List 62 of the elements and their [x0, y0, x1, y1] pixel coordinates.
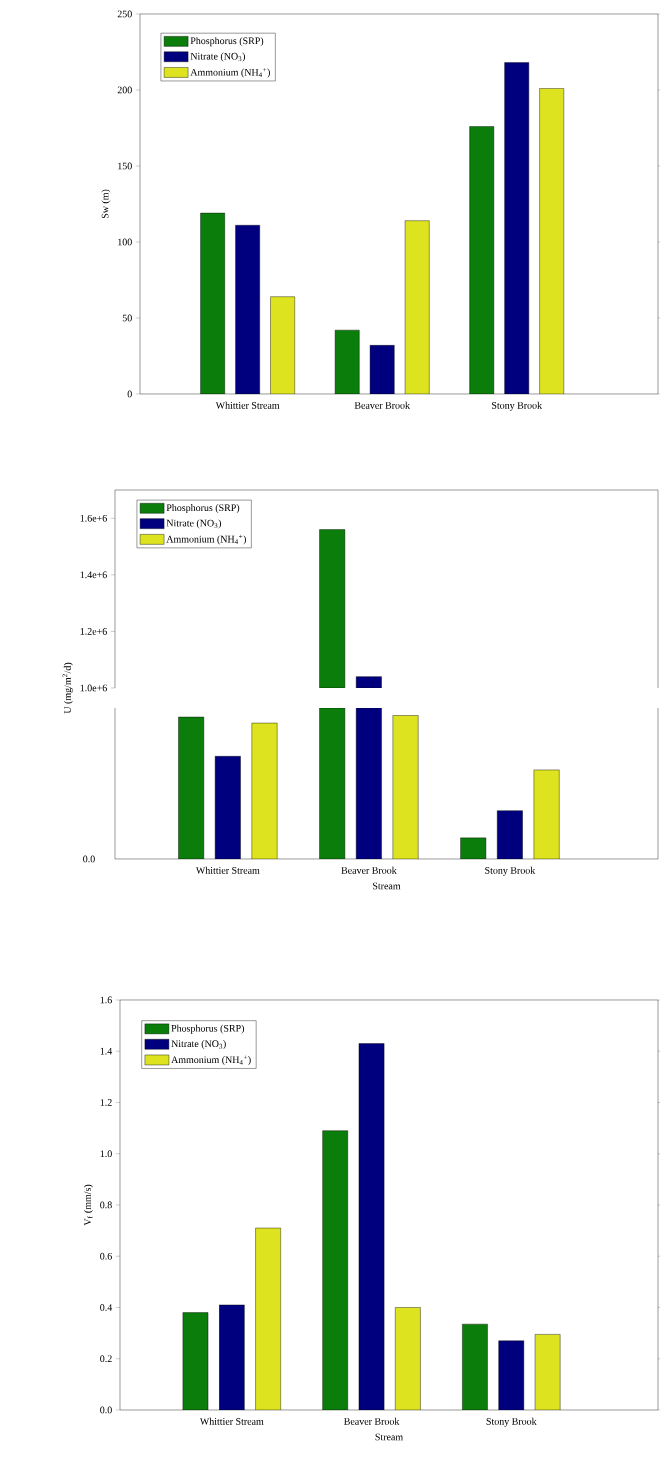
bar [504, 62, 530, 394]
bar [534, 1334, 561, 1410]
y-tick-label: 1.4e+6 [80, 571, 107, 579]
y-tick-label: 0.6 [100, 1252, 112, 1260]
bar [539, 88, 565, 394]
y-tick-label: 150 [118, 162, 132, 170]
legend-label: Phosphorus (SRP) [190, 37, 264, 47]
y-tick-label: 200 [117, 86, 132, 94]
x-tick-label: Stony Brook [485, 866, 536, 876]
legend-label: Phosphorus (SRP) [166, 504, 240, 514]
x-tick-label: Whittier Stream [199, 1417, 264, 1425]
bar [219, 1304, 245, 1410]
legend-label: Nitrate (NO$_{3}$) [166, 519, 222, 529]
bar [178, 717, 204, 859]
x-tick-label: Beaver Brook [341, 866, 397, 874]
bar [369, 345, 395, 394]
legend-label: Ammonium (NH$_{4}$$^{+}$) [171, 1055, 251, 1066]
bar [497, 810, 523, 859]
bar [498, 1340, 525, 1410]
x-tick-label: Stony Brook [486, 1417, 537, 1427]
bar [215, 756, 241, 859]
y-tick-label: 100 [118, 238, 132, 246]
x-tick-label: Beaver Brook [344, 1417, 400, 1425]
y-axis-title: U (mg/m$^{2}$/d) [62, 662, 73, 714]
bar [200, 212, 225, 394]
legend-label: Ammonium (NH$_{4}$$^{+}$) [190, 67, 270, 78]
y-axis-title: V$_{f}$ (mm/s) [83, 1184, 93, 1226]
legend-label: Ammonium (NH$_{4}$$^{+}$) [166, 534, 246, 545]
bar [235, 225, 260, 394]
y-tick-label: 0.2 [100, 1355, 112, 1363]
y-tick-label: 1.0 [100, 1150, 112, 1158]
x-tick-label: Stony Brook [492, 401, 543, 411]
y-tick-label: 0.0 [100, 1406, 112, 1414]
bar [358, 1043, 385, 1410]
legend-label: Nitrate (NO$_{3}$) [190, 52, 246, 62]
y-tick-label: 1.2e+6 [80, 628, 107, 635]
bar [255, 1227, 281, 1410]
y-tick-label: 0.4 [100, 1304, 113, 1311]
y-tick-label: 1.0e+6 [80, 684, 107, 692]
y-tick-label: 0 [127, 390, 132, 398]
bar [270, 296, 295, 394]
y-tick-label: 250 [117, 10, 132, 18]
y-axis-title: Sw (m) [101, 189, 111, 219]
bar [334, 329, 360, 394]
bar [319, 707, 345, 859]
bar [395, 1307, 421, 1410]
bar [356, 707, 382, 859]
x-tick-label: Whittier Stream [195, 866, 260, 874]
x-axis-title: Stream [373, 882, 401, 890]
bar [404, 220, 430, 394]
y-tick-label: 0.8 [100, 1201, 112, 1209]
y-tick-label: 1.4 [100, 1047, 113, 1055]
bar [469, 126, 495, 394]
y-tick-label: 1.2 [100, 1099, 112, 1106]
x-tick-label: Whittier Stream [215, 401, 280, 409]
x-tick-label: Beaver Brook [354, 401, 410, 409]
y-tick-label: 50 [122, 314, 132, 322]
y-tick-label: 1.6 [100, 996, 112, 1004]
legend-label: Phosphorus (SRP) [171, 1024, 244, 1034]
legend-label: Nitrate (NO$_{3}$) [171, 1040, 226, 1050]
x-axis-title: Stream [375, 1433, 403, 1441]
y-tick-label: 1.6e+6 [80, 514, 107, 522]
